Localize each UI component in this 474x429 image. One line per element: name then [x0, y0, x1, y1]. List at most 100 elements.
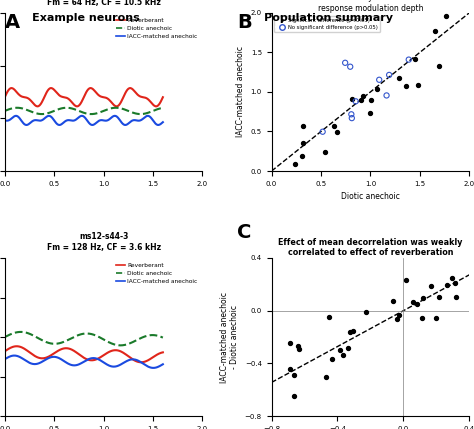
Point: [341, 59, 349, 66]
Point: [325, 314, 333, 320]
Point: [294, 342, 302, 349]
IACC-matched anechoic: [2, 118, 8, 123]
Point: [375, 76, 383, 83]
IACC-matched anechoic: [97, 118, 103, 123]
Y-axis label: IACC-matched anechoic
- Diotic anechoic: IACC-matched anechoic - Diotic anechoic: [220, 292, 239, 383]
Point: [348, 95, 356, 102]
IACC-matched anechoic: [100, 118, 105, 123]
Point: [292, 160, 299, 167]
Title: ms12-s33-2
Fm = 64 Hz, CF = 10.5 kHz: ms12-s33-2 Fm = 64 Hz, CF = 10.5 kHz: [46, 0, 161, 6]
Reverberant: [96, 93, 102, 98]
Point: [395, 75, 402, 82]
Point: [402, 82, 410, 89]
Reverberant: [2, 95, 8, 100]
Diotic anechoic: [146, 110, 152, 115]
Point: [419, 295, 427, 302]
Point: [333, 128, 341, 135]
Legend: Reverberant, Diotic anechoic, IACC-matched anechoic: Reverberant, Diotic anechoic, IACC-match…: [114, 16, 200, 42]
Point: [436, 293, 443, 300]
Diotic anechoic: [96, 110, 102, 115]
Legend: Reverberant, Diotic anechoic, IACC-matched anechoic: Reverberant, Diotic anechoic, IACC-match…: [114, 261, 200, 287]
Diotic anechoic: [99, 109, 105, 114]
Point: [453, 294, 460, 301]
Point: [427, 283, 435, 290]
Point: [451, 280, 459, 287]
Point: [385, 72, 393, 79]
Point: [373, 86, 380, 93]
Point: [291, 393, 298, 399]
Point: [435, 62, 442, 69]
Point: [395, 312, 403, 319]
Line: IACC-matched anechoic: IACC-matched anechoic: [5, 116, 163, 125]
IACC-matched anechoic: [24, 122, 29, 127]
Point: [319, 128, 327, 135]
Point: [432, 315, 440, 322]
Reverberant: [160, 95, 166, 100]
Point: [390, 298, 397, 305]
Line: Diotic anechoic: Diotic anechoic: [5, 108, 163, 114]
Point: [299, 123, 307, 130]
Point: [431, 28, 439, 35]
Point: [363, 308, 370, 315]
Point: [419, 314, 426, 321]
IACC-matched anechoic: [146, 114, 152, 119]
Diotic anechoic: [2, 108, 8, 113]
Title: Steady state
response modulation depth: Steady state response modulation depth: [318, 0, 423, 13]
Diotic anechoic: [2, 109, 8, 114]
Point: [328, 356, 336, 363]
Reverberant: [97, 93, 102, 98]
Point: [349, 327, 356, 334]
Point: [321, 148, 329, 155]
Point: [347, 111, 355, 118]
Point: [405, 56, 412, 63]
Point: [295, 346, 303, 353]
Title: Effect of mean decorrelation was weakly
correlated to effect of reverberation: Effect of mean decorrelation was weakly …: [278, 238, 463, 257]
X-axis label: Diotic anechoic: Diotic anechoic: [341, 192, 400, 201]
Point: [442, 12, 450, 19]
Point: [348, 115, 356, 121]
Point: [393, 316, 401, 323]
Reverberant: [136, 93, 142, 98]
Point: [346, 63, 354, 70]
Text: B: B: [237, 13, 252, 32]
Reverberant: [35, 104, 40, 109]
Point: [345, 344, 352, 351]
Text: Population summary: Population summary: [237, 13, 393, 23]
Point: [300, 139, 307, 146]
Title: ms12-s44-3
Fm = 128 Hz, CF = 3.6 kHz: ms12-s44-3 Fm = 128 Hz, CF = 3.6 kHz: [46, 232, 161, 252]
Point: [402, 276, 410, 283]
Point: [448, 275, 456, 281]
Reverberant: [146, 98, 152, 103]
IACC-matched anechoic: [160, 120, 166, 125]
IACC-matched anechoic: [2, 118, 8, 123]
Point: [346, 328, 354, 335]
Diotic anechoic: [97, 110, 102, 115]
Point: [357, 97, 365, 104]
Point: [359, 92, 367, 99]
Diotic anechoic: [160, 106, 166, 111]
Diotic anechoic: [136, 112, 141, 117]
IACC-matched anechoic: [97, 118, 102, 123]
Text: Example neurons: Example neurons: [5, 13, 139, 23]
IACC-matched anechoic: [136, 118, 142, 123]
Point: [415, 81, 422, 88]
Text: C: C: [237, 223, 251, 242]
Diotic anechoic: [64, 105, 70, 110]
Point: [290, 372, 297, 379]
Point: [413, 301, 421, 308]
Reverberant: [99, 94, 105, 100]
Legend: Significant difference (p<0.05), No significant difference (p>0.05): Significant difference (p<0.05), No sign…: [274, 15, 381, 32]
Point: [298, 152, 306, 159]
Point: [336, 346, 344, 353]
Point: [411, 56, 419, 63]
Point: [443, 282, 451, 289]
Point: [330, 122, 337, 129]
Line: Reverberant: Reverberant: [5, 88, 163, 106]
Diotic anechoic: [138, 112, 144, 117]
Point: [366, 110, 374, 117]
Point: [286, 366, 293, 372]
Point: [367, 97, 374, 104]
Reverberant: [127, 85, 133, 91]
Point: [286, 340, 293, 347]
Point: [352, 98, 359, 105]
